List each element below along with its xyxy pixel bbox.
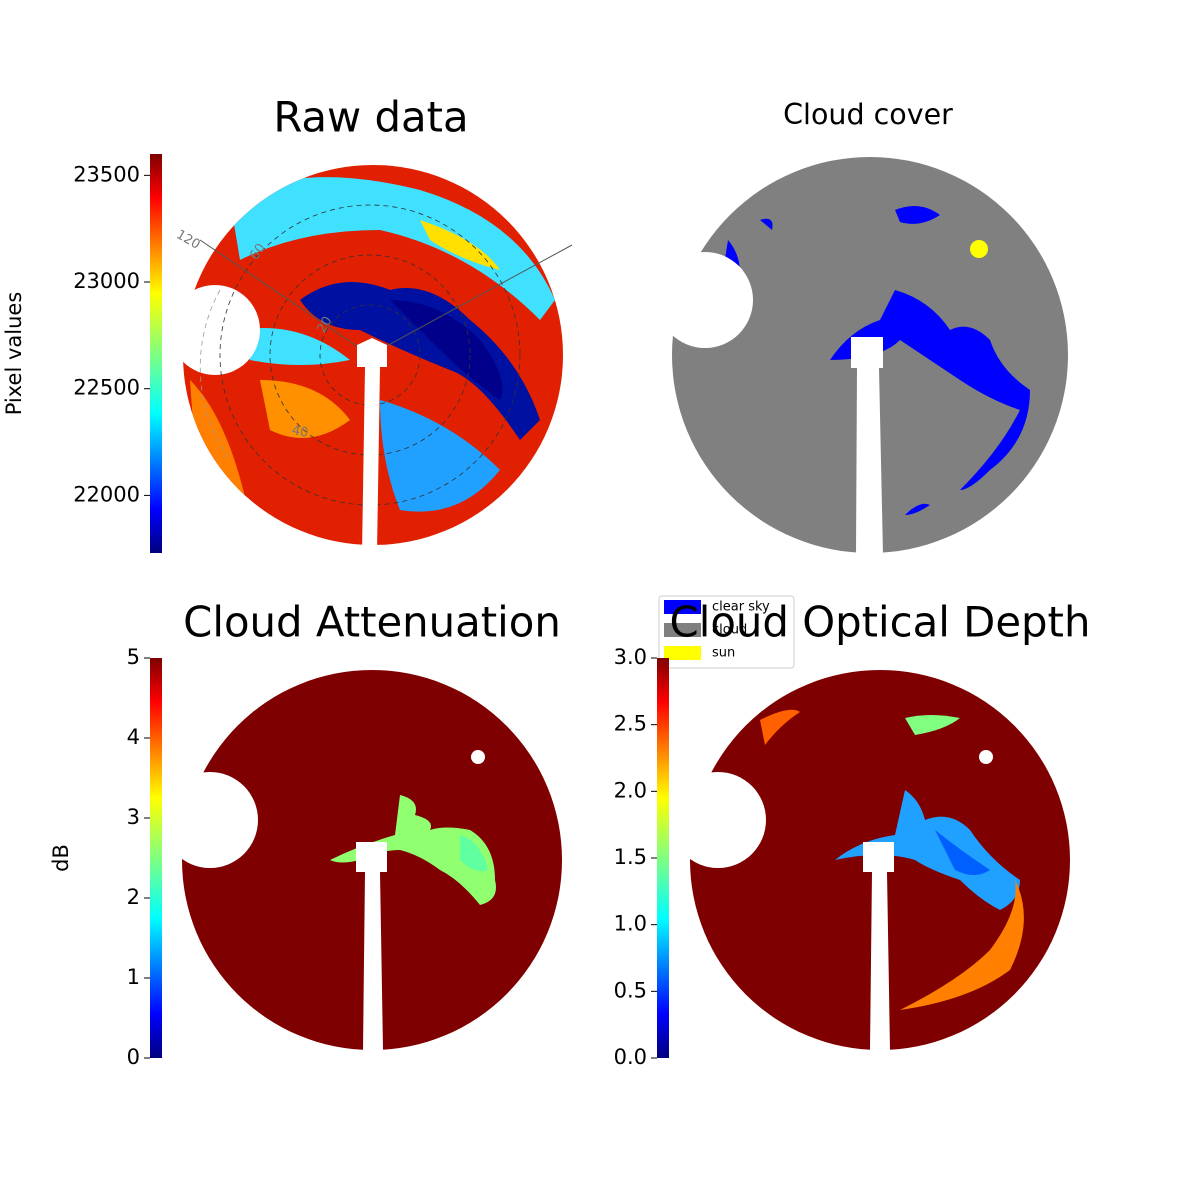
mask <box>162 772 258 868</box>
mast <box>851 337 883 555</box>
colorbar-tick-label: 1 <box>127 965 140 989</box>
colorbar-tick-label: 2.0 <box>614 778 647 802</box>
legend-label: sun <box>712 646 735 661</box>
legend-swatch <box>664 646 701 660</box>
class-region <box>895 206 940 224</box>
mask <box>170 285 260 375</box>
chart-title: Raw data <box>273 93 468 142</box>
colorbar-label: dB <box>49 844 73 872</box>
colorbar-tick-label: 3 <box>127 805 140 829</box>
colorbar <box>150 658 162 1058</box>
colorbar <box>657 658 669 1058</box>
colorbar-tick-label: 23500 <box>73 162 140 186</box>
legend-swatch <box>664 600 701 614</box>
colorbar-tick-label: 22000 <box>73 482 140 506</box>
mask <box>657 252 753 348</box>
legend-label: cloud <box>712 623 747 638</box>
colorbar-tick-label: 2.5 <box>614 712 647 736</box>
colorbar <box>150 154 162 553</box>
colorbar-tick-label: 1.0 <box>614 912 647 936</box>
polar-label: 20 <box>314 314 335 336</box>
colorbar-label: Pixel values <box>2 292 26 416</box>
mast <box>863 842 894 1050</box>
chart-title: Cloud Attenuation <box>183 598 561 647</box>
colorbar-tick-label: 3.0 <box>614 645 647 669</box>
legend-label: clear sky <box>712 600 770 615</box>
polar-label: 40 <box>291 423 310 441</box>
legend-swatch <box>664 623 701 637</box>
colorbar-tick-label: 0.5 <box>614 978 647 1002</box>
colorbar-tick-label: 0 <box>127 1045 140 1069</box>
colorbar-tick-label: 1.5 <box>614 845 647 869</box>
sun-mask <box>979 750 993 764</box>
chart-title: Cloud cover <box>783 98 953 131</box>
mast <box>357 338 387 553</box>
colorbar-tick-label: 5 <box>127 645 140 669</box>
colorbar-tick-label: 22500 <box>73 376 140 400</box>
mask <box>670 772 766 868</box>
mast <box>356 842 387 1050</box>
class-region <box>905 503 930 515</box>
colorbar-tick-label: 0.0 <box>614 1045 647 1069</box>
sun-mask <box>471 750 485 764</box>
colorbar-tick-label: 4 <box>127 725 140 749</box>
class-region <box>760 218 773 230</box>
colorbar-tick-label: 23000 <box>73 269 140 293</box>
chart-title: Cloud Optical Depth <box>670 598 1091 647</box>
polar-label: 120 <box>173 227 202 252</box>
colorbar-tick-label: 2 <box>127 885 140 909</box>
class-region <box>970 240 988 258</box>
